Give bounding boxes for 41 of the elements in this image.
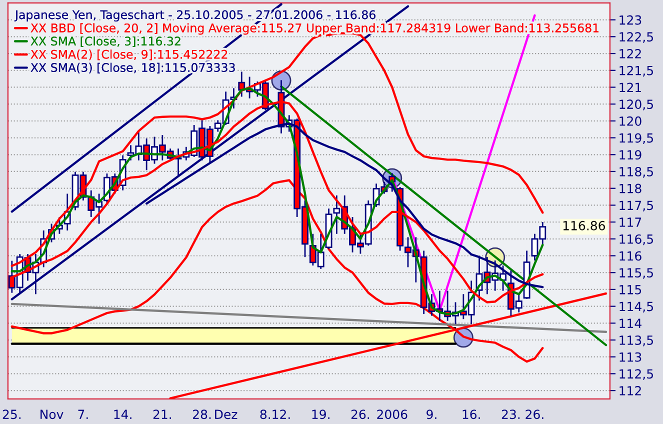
x-tick-label: 2006 <box>377 410 408 420</box>
y-tick-label: 121 <box>620 82 641 92</box>
x-tick-label: 16. <box>462 410 480 420</box>
x-tick-label: Dez <box>215 410 238 420</box>
x-tick-label: Nov <box>40 410 64 420</box>
y-tick-label: 119,5 <box>620 133 653 144</box>
y-tick-label: 114,5 <box>620 302 653 312</box>
y-tick-label: 122,5 <box>620 32 653 43</box>
y-tick-label: 118 <box>620 184 642 194</box>
x-tick-label: 21. <box>153 410 172 419</box>
y-tick-label: 112,5 <box>620 369 653 380</box>
x-tick-label: 25. <box>2 410 21 420</box>
y-tick-label: 120 <box>620 116 642 126</box>
x-tick-label: 8. <box>260 410 270 420</box>
y-tick-label: 114 <box>620 318 642 328</box>
x-tick-label: 26. <box>526 410 544 420</box>
y-tick-label: 122 <box>620 48 641 58</box>
y-tick-label: 113,5 <box>620 335 653 346</box>
x-tick-label: 26. <box>351 410 370 420</box>
x-tick-label: 19. <box>312 410 330 420</box>
y-tick-label: 117 <box>620 218 642 227</box>
x-tick-label: 28. <box>193 410 211 420</box>
x-tick-label: 23. <box>502 410 520 420</box>
y-tick-label: 116 <box>620 251 642 261</box>
y-tick-label: 121,5 <box>620 66 653 77</box>
y-tick-label: 117,5 <box>620 200 653 212</box>
x-tick-label: 14. <box>114 410 132 419</box>
y-tick-label: 115 <box>620 285 642 294</box>
x-tick-label: 9. <box>426 410 436 420</box>
y-tick-label: 116,5 <box>620 234 653 246</box>
y-tick-label: 119 <box>620 150 642 160</box>
y-tick-label: 123 <box>620 15 642 25</box>
y-tick-label: 113 <box>620 352 642 362</box>
y-tick-label: 112 <box>620 386 641 396</box>
annotation: 116.86 <box>563 220 606 230</box>
y-tick-label: 115,5 <box>620 268 653 279</box>
y-tick-label: 118,5 <box>620 166 653 178</box>
x-tick-label: 7. <box>78 410 88 419</box>
y-tick-label: 120,5 <box>620 100 653 110</box>
x-tick-label: 12. <box>272 410 290 419</box>
legend-label: XX SMA [Close, 3]:116.32 <box>30 36 180 47</box>
